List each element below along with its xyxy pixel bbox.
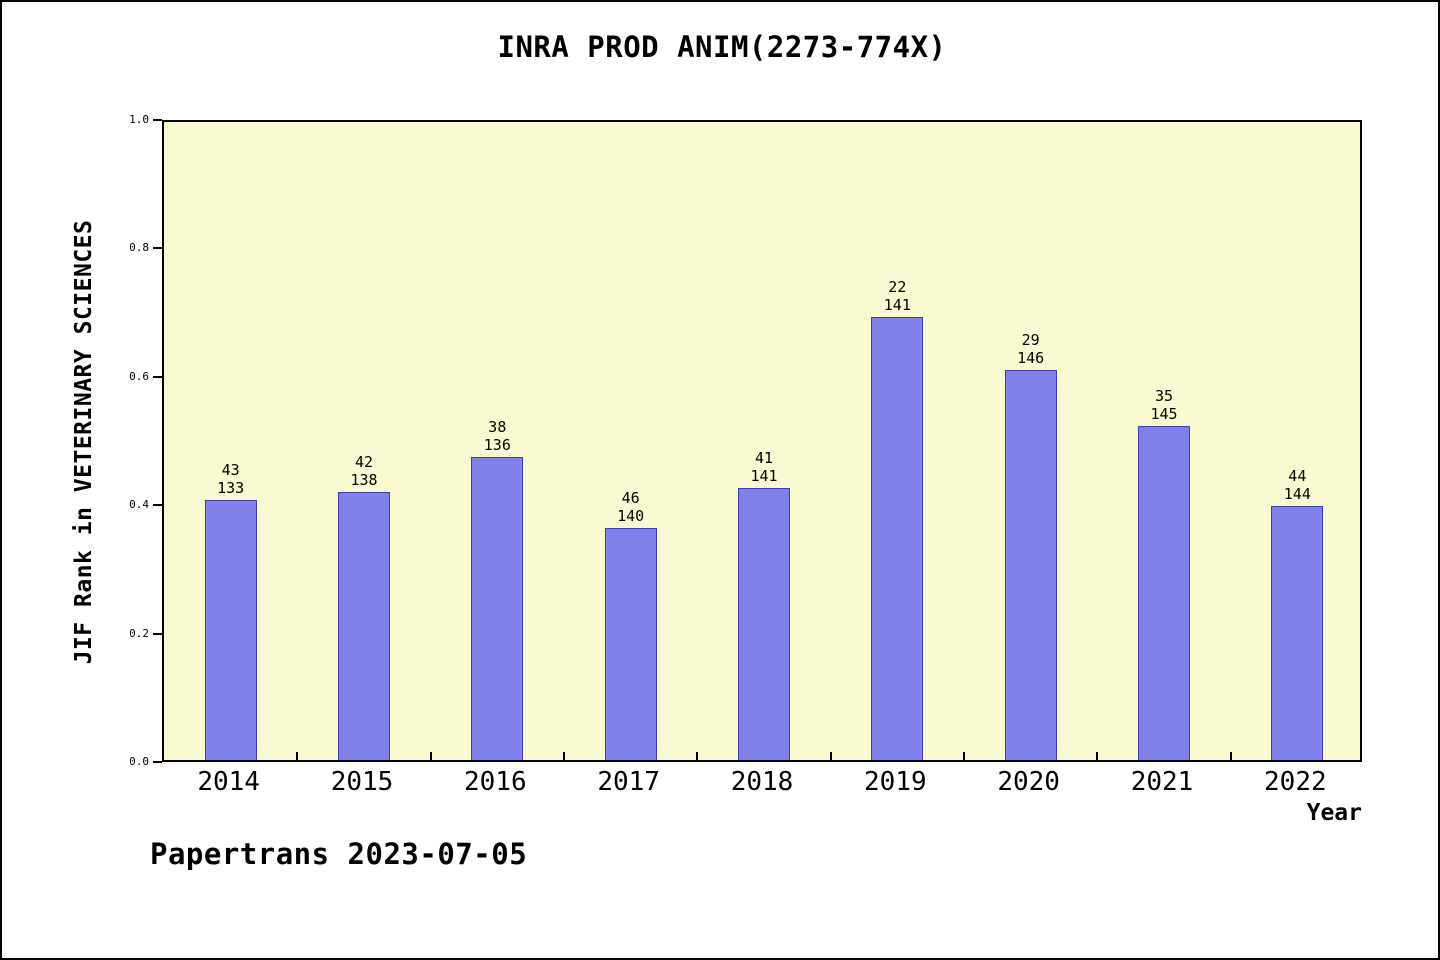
x-tick-mark (1229, 752, 1232, 760)
x-tick-mark (429, 752, 432, 760)
x-axis-label: Year (1306, 800, 1362, 826)
y-tick-mark (153, 119, 162, 121)
y-tick-mark (153, 761, 162, 763)
x-tick-label: 2018 (730, 767, 794, 797)
y-tick-mark (153, 247, 162, 250)
x-tick-label: 2016 (464, 767, 527, 797)
bar-value-label: 41 141 (750, 449, 778, 485)
bar-value-label: 38 136 (483, 418, 511, 454)
y-axis-label: JIF Rank in VETERINARY SCIENCES (71, 219, 97, 665)
bar-value-label: 42 138 (350, 453, 378, 489)
bar (471, 457, 524, 760)
x-tick-label: 2021 (1130, 767, 1194, 797)
x-tick-label: 2020 (997, 767, 1060, 797)
bar-value-label: 43 133 (217, 461, 245, 497)
bar-value-label: 46 140 (617, 489, 645, 525)
y-tick-label: 0.0 (129, 755, 149, 768)
x-tick-mark (1096, 752, 1099, 760)
bar (1138, 426, 1190, 760)
x-tick-mark (829, 752, 832, 760)
plot-area: 43 133 42 138 38 136 46 140 41 141 22 141 29 1… (162, 120, 1362, 762)
x-tick-label: 2015 (330, 767, 394, 797)
bar (1004, 370, 1057, 760)
chart-title: INRA PROD ANIM(2273-774X) (497, 30, 947, 64)
y-tick-label: 0.2 (129, 626, 149, 640)
bar (738, 488, 790, 760)
bar-value-label: 29 146 (1017, 331, 1045, 367)
x-tick-mark (563, 752, 565, 760)
y-tick-label: 0.8 (129, 241, 149, 255)
y-tick-mark (153, 375, 162, 378)
x-tick-mark (696, 752, 699, 760)
footer-text: Papertrans 2023-07-05 (150, 837, 528, 871)
y-tick-mark (153, 632, 162, 635)
bar (1271, 506, 1324, 760)
bar (204, 500, 257, 760)
x-tick-label: 2019 (864, 767, 927, 797)
bar-value-label: 22 141 (883, 278, 911, 314)
y-tick-mark (153, 504, 162, 507)
bar (871, 317, 924, 760)
x-tick-label: 2014 (197, 767, 260, 797)
bar-value-label: 44 144 (1283, 467, 1311, 503)
x-tick-label: 2017 (597, 767, 660, 797)
x-tick-mark (296, 752, 299, 760)
y-tick-label: 1.0 (129, 113, 149, 126)
bar-value-label: 35 145 (1150, 387, 1178, 423)
x-tick-label: 2022 (1264, 767, 1327, 797)
bar (338, 492, 390, 760)
x-tick-mark (963, 752, 965, 760)
bar (604, 528, 657, 760)
y-tick-label: 0.6 (129, 369, 149, 383)
y-tick-label: 0.4 (129, 498, 149, 512)
